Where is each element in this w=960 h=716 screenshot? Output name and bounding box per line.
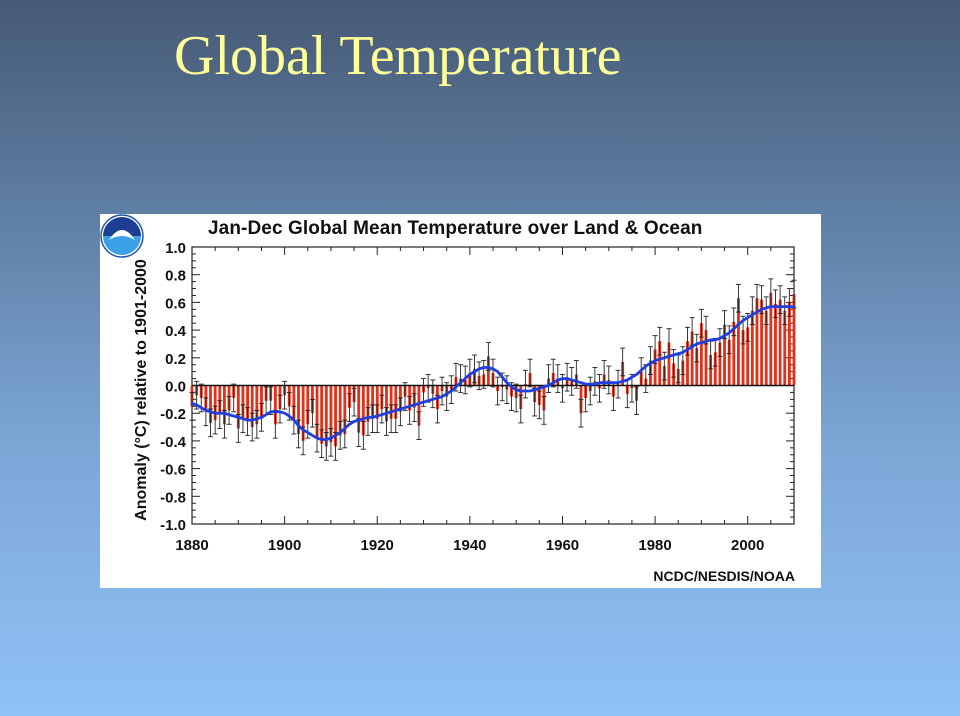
bar: [741, 330, 745, 386]
bar: [417, 385, 421, 426]
y-axis-label: Anomaly (°C) relative to 1901-2000: [133, 259, 150, 521]
x-tick-label: 2000: [731, 537, 764, 554]
y-tick-label: -0.8: [160, 489, 186, 506]
x-tick-label: 1880: [175, 537, 208, 554]
bar: [755, 298, 759, 386]
bar: [371, 385, 375, 419]
smoothed-trend-line: [190, 305, 796, 441]
bar: [301, 385, 305, 441]
bar: [375, 385, 379, 419]
bar: [324, 385, 328, 447]
bar: [718, 342, 722, 386]
bar: [787, 302, 791, 386]
bar: [704, 330, 708, 386]
bar: [769, 292, 773, 386]
bar: [343, 385, 347, 434]
bar: [329, 385, 333, 443]
bar: [315, 385, 319, 439]
x-tick-label: 1980: [638, 537, 671, 554]
y-tick-label: 0.2: [165, 351, 186, 368]
y-tick-label: -1.0: [160, 517, 186, 534]
bar: [690, 331, 694, 386]
bar: [273, 385, 277, 425]
y-tick-label: -0.4: [160, 434, 187, 451]
bar: [292, 385, 296, 421]
bar: [389, 385, 393, 419]
bar: [727, 339, 731, 386]
source-credit: NCDC/NESDIS/NOAA: [653, 568, 795, 584]
bar: [792, 294, 796, 386]
y-tick-label: 0.6: [165, 295, 186, 312]
bar: [746, 327, 750, 386]
bar: [222, 385, 226, 425]
y-tick-label: -0.2: [160, 406, 186, 423]
bar: [695, 348, 699, 386]
slide-title: Global Temperature: [174, 25, 622, 87]
bar: [366, 385, 370, 422]
bar: [385, 385, 388, 422]
chart-plot: 1.0 0.8 0.6 0.4 0.2 0.0 -0.2 -0.4 -0.6 -0.8 -1.0 18…: [160, 240, 797, 554]
bar: [250, 385, 254, 428]
bar: [306, 385, 310, 425]
bar: [213, 385, 217, 421]
bar: [357, 385, 361, 433]
y-tick-label: -0.6: [160, 462, 186, 479]
bar: [783, 310, 787, 386]
bar: [320, 385, 324, 444]
bar: [686, 341, 689, 386]
bar: [737, 298, 740, 386]
x-tick-label: 1960: [546, 537, 579, 554]
bar: [338, 385, 342, 436]
bar: [334, 385, 337, 447]
bar: [760, 299, 764, 386]
y-tick-label: 0.8: [165, 268, 186, 285]
bar: [246, 385, 249, 422]
bar: [260, 385, 263, 418]
bar: [699, 323, 703, 386]
y-tick-label: 1.0: [165, 240, 186, 257]
bar: [209, 385, 212, 423]
bar: [764, 310, 768, 386]
bar: [241, 385, 245, 419]
bar: [236, 385, 240, 429]
bar: [658, 341, 662, 386]
x-tick-label: 1940: [453, 537, 486, 554]
x-tick-label: 1900: [268, 537, 301, 554]
bar: [361, 385, 365, 436]
chart-title: Jan-Dec Global Mean Temperature over Lan…: [208, 218, 703, 239]
bar: [732, 321, 736, 386]
y-tick-label: 0.4: [165, 323, 187, 340]
bar: [297, 385, 300, 434]
bar: [218, 385, 222, 415]
bar: [778, 299, 782, 386]
bar: [486, 356, 490, 386]
x-tick-label: 1920: [361, 537, 394, 554]
bar: [774, 303, 777, 386]
bar: [723, 324, 726, 386]
bar: [750, 310, 754, 386]
bar: [653, 349, 657, 386]
bar: [667, 342, 671, 386]
bar: [713, 352, 717, 386]
y-tick-label: 0.0: [165, 379, 186, 396]
bar: [255, 385, 259, 425]
noaa-logo-icon: [100, 214, 144, 258]
chart-figure: 1.0 0.8 0.6 0.4 0.2 0.0 -0.2 -0.4 -0.6 -0.8 -1.0 18…: [100, 214, 821, 588]
bar: [709, 355, 713, 386]
bar: [394, 385, 398, 419]
